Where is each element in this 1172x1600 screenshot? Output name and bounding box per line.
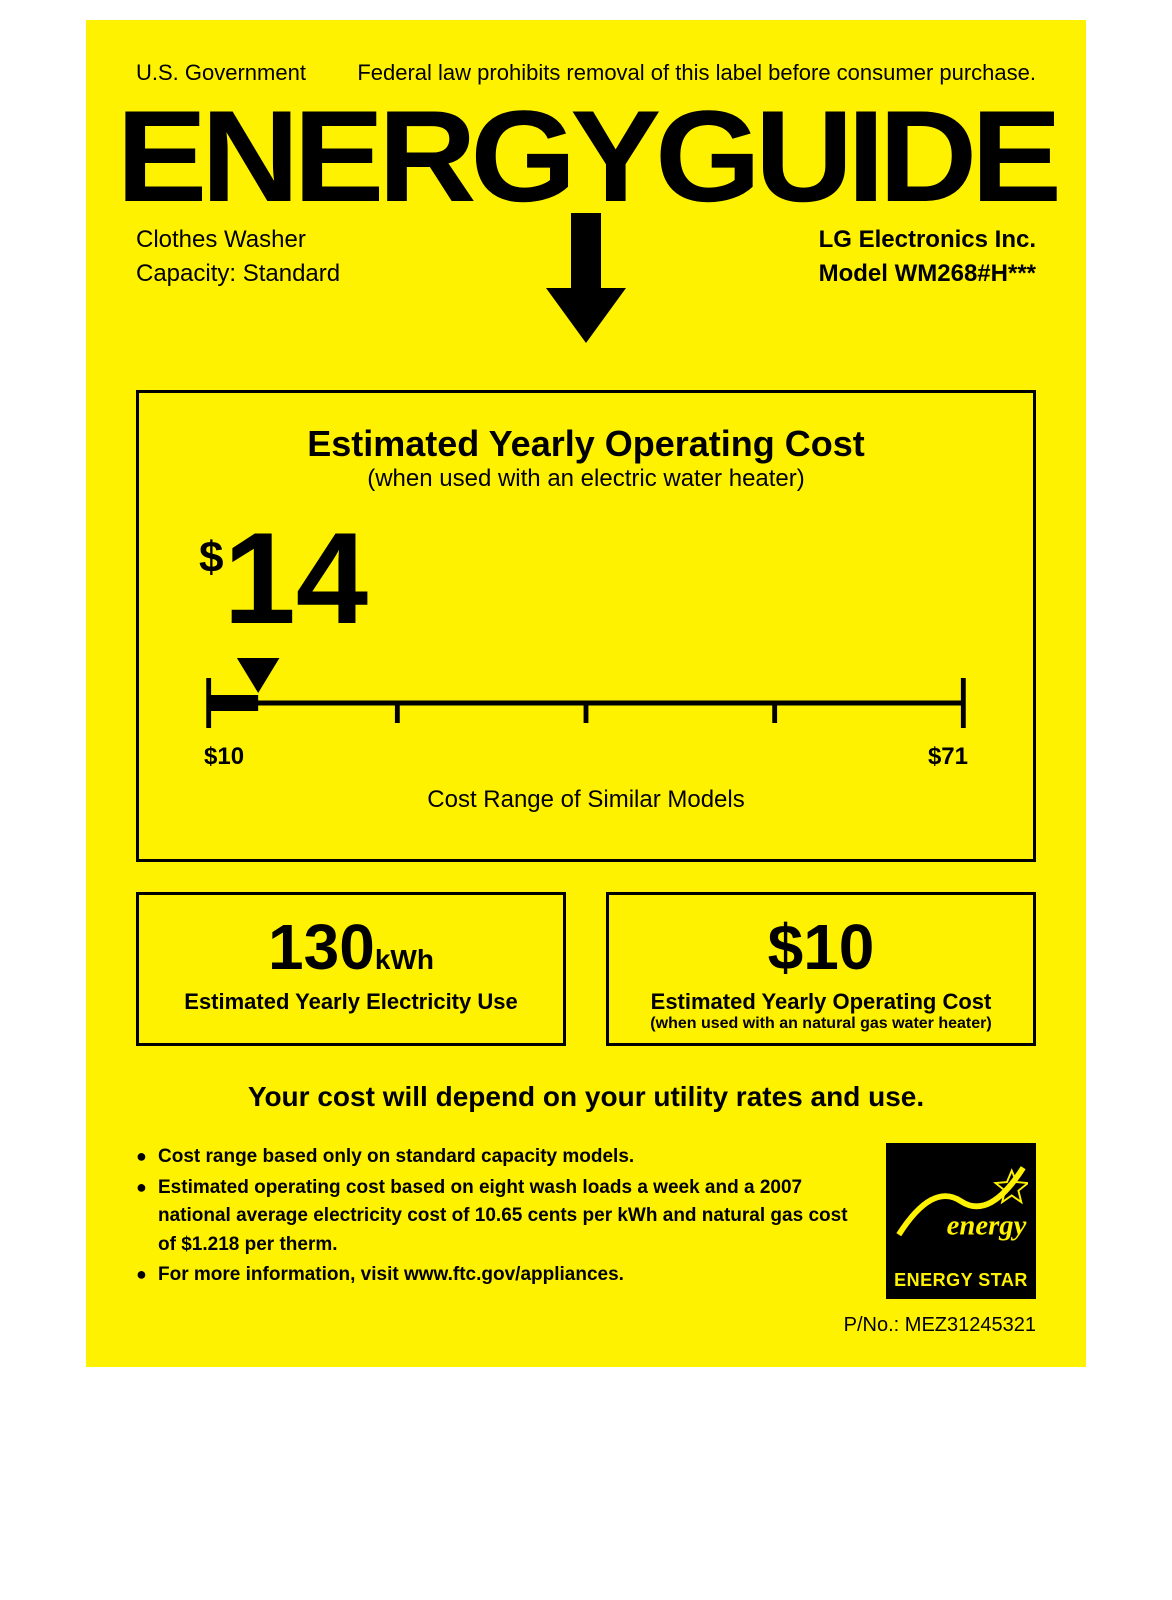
model: Model WM268#H*** — [819, 257, 1036, 291]
kwh-unit: kWh — [375, 944, 434, 975]
part-number: P/No.: MEZ31245321 — [136, 1314, 1036, 1337]
kwh-label: Estimated Yearly Electricity Use — [149, 989, 553, 1015]
bullet-item: Cost range based only on standard capaci… — [136, 1143, 856, 1172]
scale-caption: Cost Range of Similar Models — [199, 786, 973, 814]
bottom-row: Cost range based only on standard capaci… — [136, 1143, 1036, 1299]
product-capacity: Capacity: Standard — [136, 257, 340, 291]
bullet-item: For more information, visit www.ftc.gov/… — [136, 1261, 856, 1290]
scale-labels: $10 $71 — [199, 743, 973, 771]
product-right: LG Electronics Inc. Model WM268#H*** — [819, 223, 1036, 290]
cost-box: Estimated Yearly Operating Cost (when us… — [136, 390, 1036, 862]
product-left: Clothes Washer Capacity: Standard — [136, 223, 340, 290]
cost-subtitle: (when used with an electric water heater… — [179, 465, 993, 493]
cost-currency: $ — [199, 533, 223, 583]
twin-boxes: 130kWh Estimated Yearly Electricity Use … — [136, 892, 1036, 1046]
down-arrow-icon — [541, 213, 631, 343]
gas-cost-label: Estimated Yearly Operating Cost — [619, 989, 1023, 1015]
kwh-box: 130kWh Estimated Yearly Electricity Use — [136, 892, 566, 1046]
gas-cost-value: $10 — [619, 910, 1023, 984]
big-cost-wrap: $14 — [179, 513, 993, 643]
kwh-value: 130 — [268, 911, 375, 983]
scale-max: $71 — [928, 743, 968, 771]
energyguide-logo: ENERGYGUIDE — [114, 91, 1059, 221]
cost-title: Estimated Yearly Operating Cost — [179, 423, 993, 465]
scale-min: $10 — [204, 743, 244, 771]
logo-row: ENERGYGUIDE — [136, 91, 1036, 221]
bullets: Cost range based only on standard capaci… — [136, 1143, 856, 1292]
energy-star-badge: energy ENERGY STAR — [886, 1143, 1036, 1299]
energy-guide-label: U.S. Government Federal law prohibits re… — [86, 20, 1086, 1367]
gas-cost-sublabel: (when used with an natural gas water hea… — [619, 1015, 1023, 1033]
svg-text:energy: energy — [947, 1210, 1027, 1242]
cost-value: 14 — [223, 513, 368, 643]
scale-svg — [199, 653, 973, 743]
depend-text: Your cost will depend on your utility ra… — [136, 1081, 1036, 1113]
cost-scale: $10 $71 Cost Range of Similar Models — [199, 653, 973, 814]
energy-star-icon: energy — [894, 1151, 1028, 1261]
gas-cost-box: $10 Estimated Yearly Operating Cost (whe… — [606, 892, 1036, 1046]
bullet-item: Estimated operating cost based on eight … — [136, 1174, 856, 1260]
energy-star-text: ENERGY STAR — [894, 1270, 1028, 1291]
